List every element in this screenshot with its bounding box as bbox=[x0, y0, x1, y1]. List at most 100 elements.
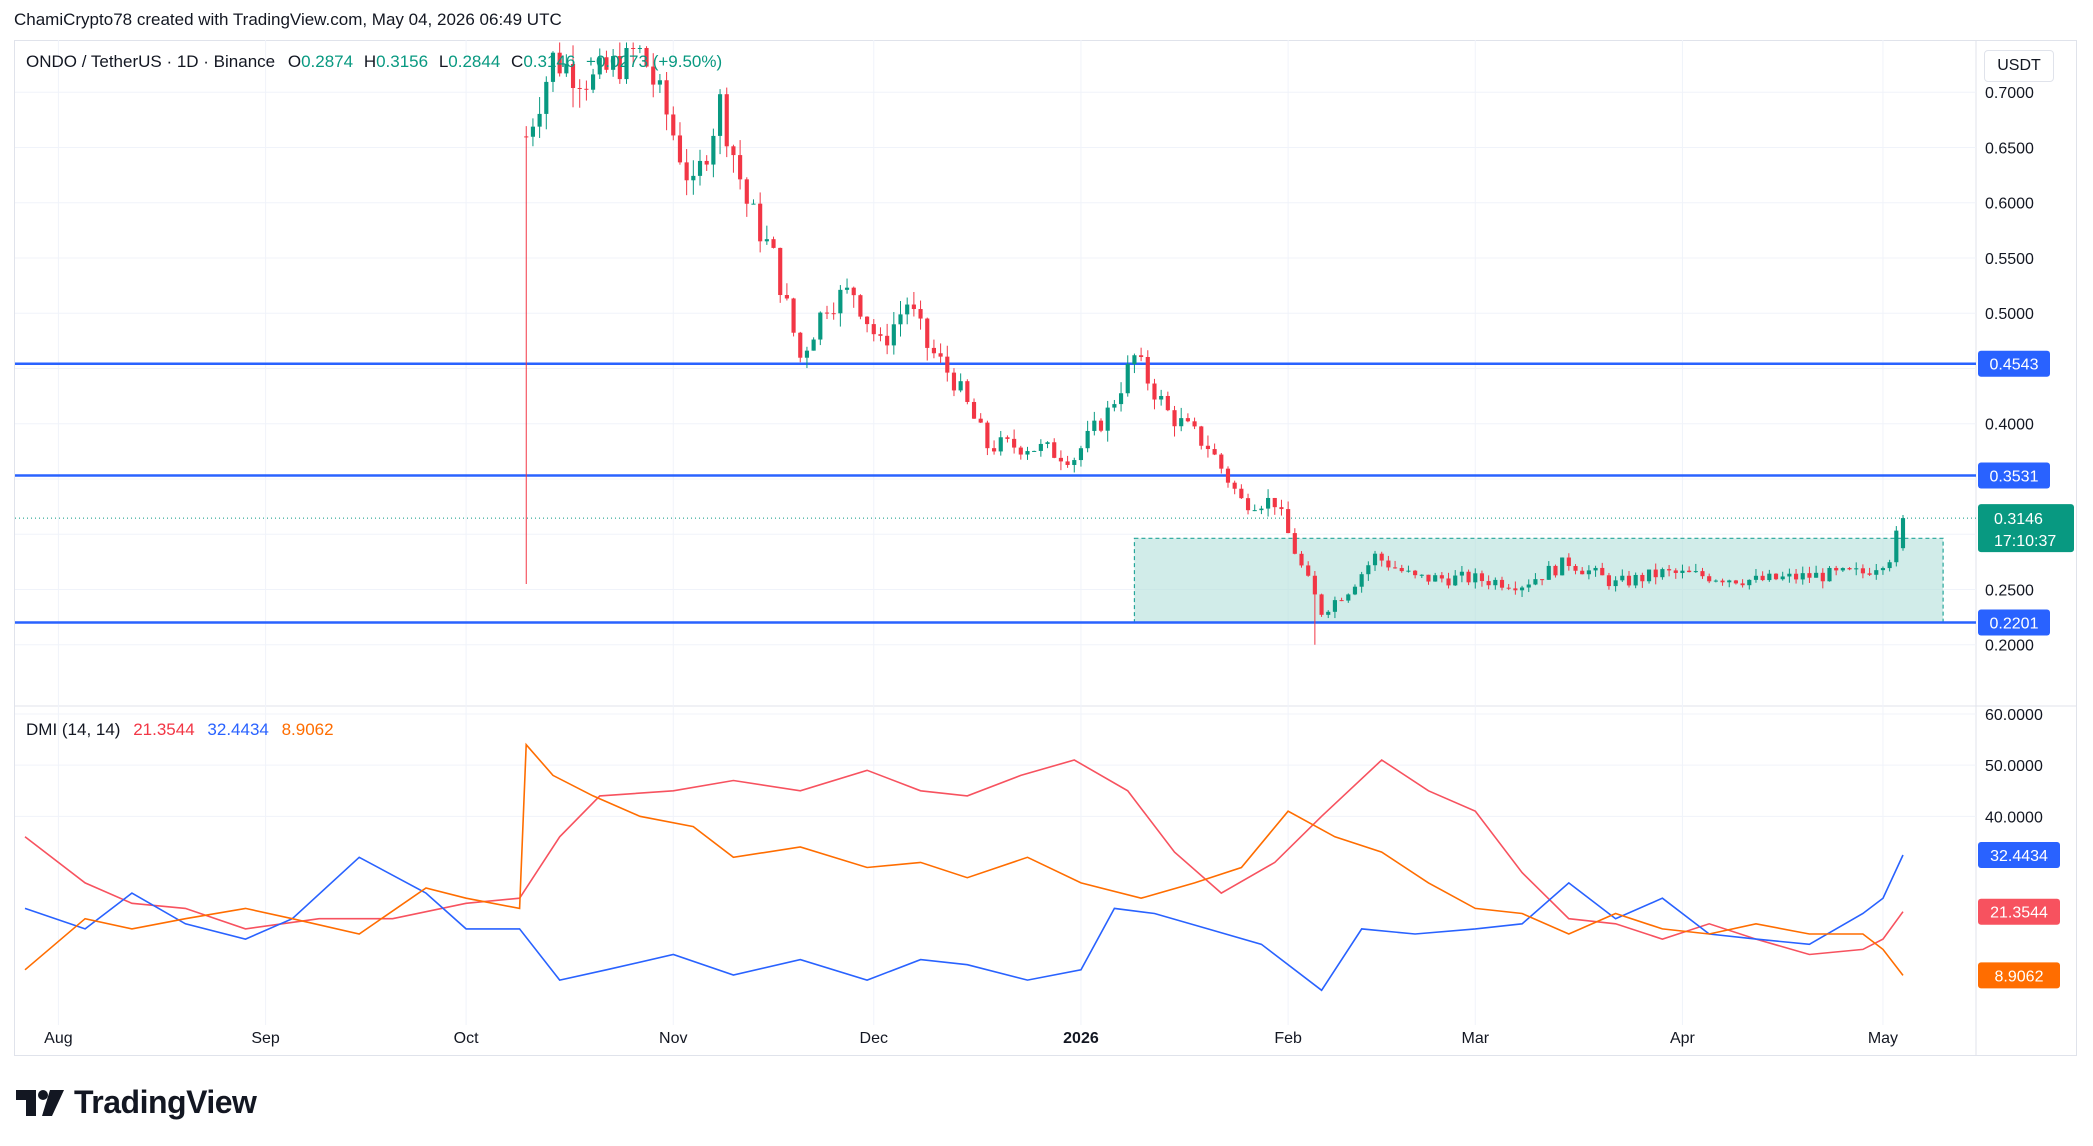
candle-body[interactable] bbox=[878, 334, 883, 336]
candle-body[interactable] bbox=[1372, 553, 1378, 566]
candle-body[interactable] bbox=[1593, 567, 1598, 571]
candle-body[interactable] bbox=[744, 179, 749, 204]
dmi-line-dmi_plus[interactable] bbox=[24, 854, 1904, 992]
candle-body[interactable] bbox=[911, 304, 916, 310]
candlestick-series[interactable] bbox=[524, 42, 1906, 645]
candle-body[interactable] bbox=[1012, 438, 1017, 448]
candle-body[interactable] bbox=[570, 64, 576, 89]
candle-body[interactable] bbox=[971, 401, 977, 419]
candle-body[interactable] bbox=[1392, 567, 1398, 569]
candle-body[interactable] bbox=[697, 160, 703, 176]
candle-body[interactable] bbox=[1673, 570, 1678, 573]
candle-body[interactable] bbox=[1747, 579, 1752, 586]
candle-body[interactable] bbox=[1727, 580, 1732, 583]
chart-frame[interactable] bbox=[14, 40, 2077, 1056]
candle-body[interactable] bbox=[1292, 533, 1297, 554]
candle-body[interactable] bbox=[1707, 576, 1712, 582]
candle-body[interactable] bbox=[1773, 573, 1779, 580]
candle-body[interactable] bbox=[951, 372, 957, 391]
candle-body[interactable] bbox=[1680, 570, 1685, 573]
candle-body[interactable] bbox=[771, 239, 776, 248]
candle-body[interactable] bbox=[1807, 573, 1812, 578]
candle-body[interactable] bbox=[1179, 418, 1184, 427]
candle-body[interactable] bbox=[1085, 430, 1090, 449]
candle-body[interactable] bbox=[1346, 594, 1351, 601]
candle-body[interactable] bbox=[1419, 574, 1424, 576]
candle-body[interactable] bbox=[584, 88, 589, 90]
candle-body[interactable] bbox=[1613, 580, 1618, 587]
candle-body[interactable] bbox=[1793, 573, 1799, 580]
candle-body[interactable] bbox=[1493, 579, 1498, 586]
candle-body[interactable] bbox=[1185, 418, 1190, 422]
candle-body[interactable] bbox=[1800, 573, 1805, 580]
candle-body[interactable] bbox=[1546, 565, 1551, 580]
candle-body[interactable] bbox=[1312, 575, 1317, 595]
candle-body[interactable] bbox=[1339, 600, 1344, 602]
candle-body[interactable] bbox=[1272, 497, 1277, 508]
candle-body[interactable] bbox=[611, 56, 616, 70]
candle-body[interactable] bbox=[1533, 579, 1538, 585]
candle-body[interactable] bbox=[985, 422, 990, 449]
candle-body[interactable] bbox=[1005, 437, 1010, 439]
candle-body[interactable] bbox=[831, 313, 836, 315]
candle-body[interactable] bbox=[1753, 575, 1759, 580]
candle-body[interactable] bbox=[591, 74, 596, 90]
candle-body[interactable] bbox=[1586, 570, 1591, 575]
candle-body[interactable] bbox=[1827, 567, 1832, 582]
candle-body[interactable] bbox=[1566, 557, 1571, 567]
candle-body[interactable] bbox=[557, 52, 562, 74]
candle-body[interactable] bbox=[691, 175, 696, 181]
candle-body[interactable] bbox=[1065, 461, 1070, 465]
range-zone[interactable] bbox=[1133, 537, 1944, 624]
candle-body[interactable] bbox=[1459, 571, 1464, 576]
candle-body[interactable] bbox=[1894, 530, 1899, 563]
candle-body[interactable] bbox=[992, 448, 997, 452]
candle-body[interactable] bbox=[724, 94, 729, 147]
candle-body[interactable] bbox=[758, 203, 763, 242]
candle-body[interactable] bbox=[1874, 570, 1879, 575]
candle-body[interactable] bbox=[798, 332, 803, 358]
dmi-series[interactable] bbox=[24, 742, 1904, 992]
candle-body[interactable] bbox=[1319, 594, 1324, 615]
candle-body[interactable] bbox=[1245, 498, 1251, 511]
candle-body[interactable] bbox=[1413, 570, 1418, 576]
candle-body[interactable] bbox=[1212, 449, 1217, 455]
candle-body[interactable] bbox=[784, 295, 789, 299]
candle-body[interactable] bbox=[998, 437, 1003, 452]
candle-body[interactable] bbox=[885, 335, 890, 346]
candle-body[interactable] bbox=[1199, 426, 1204, 446]
candle-body[interactable] bbox=[550, 52, 556, 82]
candle-body[interactable] bbox=[791, 298, 796, 333]
candle-body[interactable] bbox=[1580, 570, 1585, 575]
candle-body[interactable] bbox=[1359, 574, 1364, 587]
candle-body[interactable] bbox=[677, 135, 683, 163]
candle-body[interactable] bbox=[1145, 356, 1150, 384]
candle-body[interactable] bbox=[898, 314, 903, 325]
candle-body[interactable] bbox=[1152, 383, 1157, 400]
candle-body[interactable] bbox=[804, 350, 810, 358]
currency-unit-button[interactable]: USDT bbox=[1984, 50, 2054, 82]
candle-body[interactable] bbox=[1847, 568, 1852, 570]
candle-body[interactable] bbox=[651, 66, 656, 85]
candle-body[interactable] bbox=[1433, 575, 1438, 582]
candle-body[interactable] bbox=[938, 353, 943, 357]
candle-body[interactable] bbox=[731, 146, 736, 156]
candle-body[interactable] bbox=[1499, 579, 1505, 588]
candle-body[interactable] bbox=[577, 88, 582, 90]
candle-body[interactable] bbox=[818, 312, 823, 340]
candle-body[interactable] bbox=[1900, 518, 1906, 549]
candle-body[interactable] bbox=[1700, 571, 1705, 577]
candle-body[interactable] bbox=[1139, 355, 1144, 357]
horizontal-levels[interactable] bbox=[15, 362, 1976, 624]
dmi-line-adx[interactable] bbox=[24, 742, 1904, 976]
candle-body[interactable] bbox=[1880, 568, 1886, 571]
candle-body[interactable] bbox=[1112, 404, 1117, 408]
candle-body[interactable] bbox=[865, 316, 870, 325]
candle-body[interactable] bbox=[1526, 584, 1531, 588]
candle-body[interactable] bbox=[524, 136, 529, 138]
candle-body[interactable] bbox=[1439, 575, 1444, 579]
candle-body[interactable] bbox=[1266, 497, 1271, 509]
candle-body[interactable] bbox=[1519, 587, 1525, 591]
candle-body[interactable] bbox=[1486, 581, 1491, 586]
